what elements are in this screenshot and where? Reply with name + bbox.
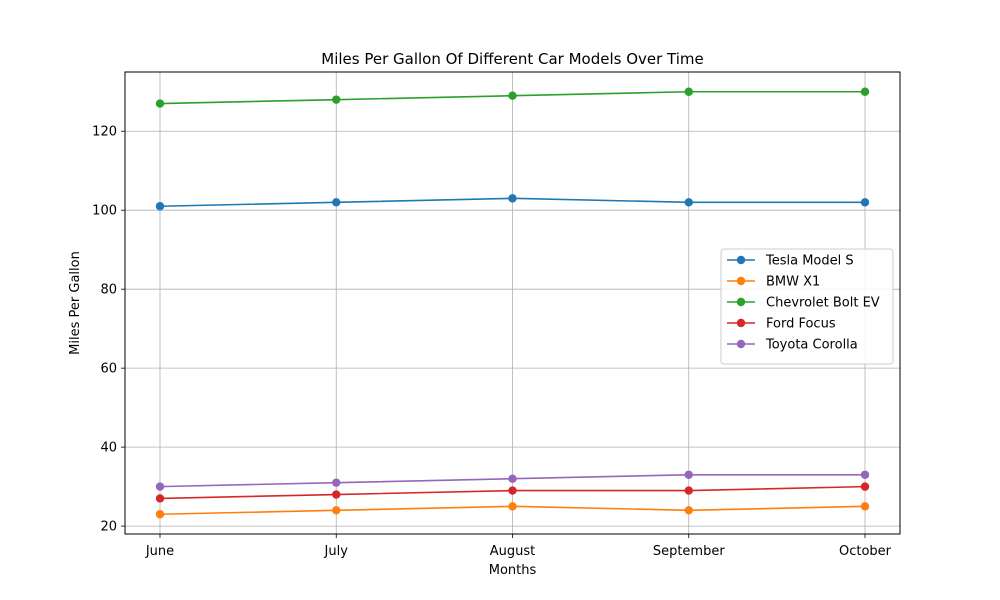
y-tick-label-80: 80 [100,283,117,298]
series-ford-focus [155,482,870,503]
legend-item-toyota-corolla: Toyota Corolla [727,338,858,353]
data-point-tesla-model-s-august [508,194,517,203]
y-tick-label-120: 120 [92,125,117,140]
data-point-bmw-x1-september [684,506,693,515]
legend-item-bmw-x1: BMW X1 [727,275,820,290]
data-point-ford-focus-august [508,486,517,495]
chart-title: Miles Per Gallon Of Different Car Models… [321,50,704,68]
data-point-ford-focus-september [684,486,693,495]
data-point-toyota-corolla-august [508,474,517,483]
tick-layer: June July August September October 20 40 60 80 10… [92,125,891,559]
data-point-bmw-x1-october [860,502,870,511]
data-point-toyota-corolla-july [332,478,341,487]
legend-label-chevrolet-bolt-ev: Chevrolet Bolt EV [766,296,880,311]
data-point-chevrolet-bolt-ev-july [332,95,341,104]
data-point-chevrolet-bolt-ev-october [860,87,870,96]
series-layer [155,87,870,519]
x-tick-label-august: August [490,544,536,559]
legend-swatch-marker-toyota-corolla [736,339,746,349]
legend-swatch-marker-tesla-model-s [736,255,746,265]
y-axis-label: Miles Per Gallon [68,251,83,355]
legend-label-bmw-x1: BMW X1 [766,275,820,290]
legend-swatch-marker-ford-focus [736,318,746,328]
legend-swatch-marker-bmw-x1 [736,276,746,286]
x-tick-label-october: October [839,544,892,559]
data-point-ford-focus-july [332,490,341,499]
legend-item-ford-focus: Ford Focus [727,317,836,332]
y-tick-label-100: 100 [92,204,117,219]
legend-swatch-marker-chevrolet-bolt-ev [736,297,746,307]
series-toyota-corolla [155,470,870,491]
legend: Tesla Model S BMW X1 Chevrolet Bolt EV Ford… [720,248,894,365]
x-tick-label-june: June [145,544,174,559]
data-point-bmw-x1-june [155,510,165,519]
data-point-tesla-model-s-july [332,198,341,207]
data-point-bmw-x1-july [332,506,341,515]
legend-label-toyota-corolla: Toyota Corolla [765,338,858,353]
data-point-ford-focus-june [155,494,165,503]
data-point-toyota-corolla-october [860,470,870,479]
data-point-chevrolet-bolt-ev-june [155,99,165,108]
legend-label-tesla-model-s: Tesla Model S [765,254,854,269]
data-point-tesla-model-s-june [155,202,165,211]
y-tick-label-20: 20 [100,520,117,535]
y-tick-label-40: 40 [100,441,117,456]
legend-item-tesla-model-s: Tesla Model S [727,254,854,269]
legend-item-chevrolet-bolt-ev: Chevrolet Bolt EV [727,296,880,311]
data-point-ford-focus-october [860,482,870,491]
data-point-chevrolet-bolt-ev-august [508,91,517,100]
x-tick-label-july: July [324,544,349,559]
data-point-chevrolet-bolt-ev-september [684,87,693,96]
legend-frame [720,248,894,365]
data-point-tesla-model-s-october [860,198,870,207]
data-point-bmw-x1-august [508,502,517,511]
x-tick-label-september: September [653,544,726,559]
series-chevrolet-bolt-ev [155,87,870,108]
series-tesla-model-s [155,194,870,211]
data-point-toyota-corolla-september [684,470,693,479]
data-point-tesla-model-s-september [684,198,693,207]
legend-label-ford-focus: Ford Focus [766,317,836,332]
y-tick-label-60: 60 [100,362,117,377]
x-axis-label: Months [489,563,537,578]
data-point-toyota-corolla-june [155,482,165,491]
series-bmw-x1 [155,502,870,519]
